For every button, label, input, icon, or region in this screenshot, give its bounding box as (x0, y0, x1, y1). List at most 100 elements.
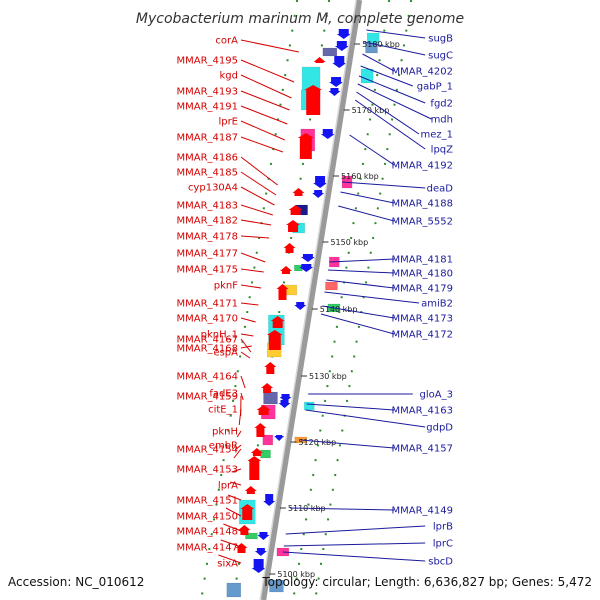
reverse-label-connector (329, 258, 395, 263)
reverse-gene-label: amiB2 (421, 299, 453, 310)
forward-gene-label: pknH_1 (201, 330, 238, 341)
forward-gene-label: espA (213, 348, 238, 359)
forward-label-connector (223, 523, 242, 532)
tick-label: 5180 kbp (362, 40, 400, 49)
reverse-gene-arrow (263, 494, 276, 506)
genome-backbone (259, 0, 363, 600)
reverse-label-connector (305, 409, 426, 428)
forward-label-connector (240, 204, 273, 216)
forward-gene-arrow (254, 423, 267, 437)
reverse-gene-arrow (329, 77, 344, 87)
reverse-label-connector (324, 291, 420, 304)
gene-feature-block (269, 579, 284, 593)
forward-label-connector (220, 539, 242, 548)
forward-label-connector (240, 333, 254, 337)
reverse-gene-label: MMAR_4173 (392, 314, 454, 325)
reverse-gene-arrow (336, 29, 351, 39)
summary-text: Topology: circular; Length: 6,636,827 bp… (261, 575, 592, 589)
forward-gene-label: MMAR_4195 (177, 56, 239, 67)
reverse-gene-label: deaD (427, 184, 454, 195)
forward-gene-label: MMAR_4153 (177, 465, 239, 476)
reverse-gene-arrow (328, 88, 341, 96)
reverse-gene-label: MMAR_4181 (392, 255, 454, 266)
forward-gene-label: MMAR_4182 (177, 216, 239, 227)
forward-label-connector (240, 345, 252, 349)
reverse-gene-arrow (279, 394, 292, 402)
forward-gene-label: pknH (212, 427, 238, 438)
gene-feature-block (322, 47, 338, 57)
forward-gene-label: fadE3 (209, 389, 238, 400)
gene-feature-block (325, 281, 338, 291)
reverse-gene-label: lprB (433, 522, 453, 533)
forward-gene-label: embR (209, 441, 238, 452)
forward-label-connector (233, 448, 242, 459)
forward-gene-label: MMAR_4178 (177, 232, 239, 243)
reverse-label-connector (340, 191, 395, 204)
forward-gene-label: MMAR_4177 (177, 249, 239, 260)
forward-label-connector (240, 74, 292, 99)
accession-text: Accession: NC_010612 (8, 575, 144, 589)
reverse-gene-arrow (257, 532, 270, 540)
forward-label-connector (238, 408, 242, 426)
reverse-gene-label: MMAR_4163 (392, 406, 454, 417)
gene-feature-block (360, 68, 374, 84)
reverse-gene-label: sugB (428, 34, 453, 45)
tick-label: 5140 kbp (320, 305, 358, 314)
reverse-gene-label: lpqZ (431, 145, 453, 156)
reverse-label-connector (349, 134, 395, 166)
forward-gene-arrow (313, 57, 326, 63)
forward-gene-arrow (261, 383, 274, 393)
reverse-gene-arrow (320, 129, 335, 139)
forward-label-connector (240, 59, 295, 83)
reverse-label-connector (356, 91, 420, 135)
gene-feature-block (303, 401, 315, 411)
forward-gene-label: corA (215, 36, 238, 47)
reverse-gene-label: MMAR_5552 (392, 217, 454, 228)
reverse-gene-arrow (254, 548, 267, 556)
forward-gene-arrow (280, 266, 292, 274)
reverse-gene-label: sbcD (428, 557, 453, 568)
forward-label-connector (240, 219, 272, 226)
tick-label: 5100 kbp (277, 570, 315, 579)
reverse-label-connector (282, 551, 426, 562)
reverse-label-connector (360, 65, 413, 87)
forward-gene-label: MMAR_4186 (177, 153, 239, 164)
gene-feature-block (262, 434, 274, 446)
forward-gene-label: MMAR_4170 (177, 314, 239, 325)
forward-label-connector (236, 430, 242, 438)
forward-label-connector (240, 39, 299, 53)
forward-gene-label: MMAR_4154 (177, 445, 239, 456)
forward-label-connector (240, 302, 259, 306)
reverse-gene-arrow (274, 435, 285, 441)
reverse-label-connector (342, 181, 426, 189)
forward-gene-label: MMAR_4148 (177, 527, 239, 538)
forward-gene-label: MMAR_4175 (177, 265, 239, 276)
reverse-label-connector (362, 53, 395, 72)
reverse-gene-label: MMAR_4179 (392, 284, 454, 295)
forward-gene-arrow (270, 316, 285, 328)
forward-label-connector (240, 268, 264, 273)
reverse-gene-label: MMAR_4149 (392, 506, 454, 517)
reverse-gene-label: lprC (433, 539, 453, 550)
reverse-label-connector (289, 507, 395, 511)
reverse-label-connector (338, 205, 395, 222)
tick-label: 5150 kbp (330, 238, 368, 247)
forward-gene-label: lprE (218, 117, 238, 128)
reverse-gene-label: gloA_3 (420, 390, 453, 401)
reverse-gene-label: gabP_1 (417, 82, 453, 93)
gene-feature-block (260, 449, 271, 459)
backbone-highlight (259, 0, 357, 600)
forward-label-connector (240, 105, 288, 125)
forward-label-connector (240, 252, 266, 263)
reverse-label-connector (366, 29, 426, 39)
reverse-gene-label: MMAR_4180 (392, 269, 454, 280)
forward-gene-label: pknF (214, 281, 238, 292)
reverse-gene-labels: sugB sugC MMAR_4202 gabP_1 fgd2 mdh mez_1 lpqZ M… (392, 34, 454, 568)
forward-gene-arrow (288, 205, 303, 215)
reverse-gene-arrow (278, 400, 291, 408)
forward-gene-label: citE_1 (208, 405, 238, 416)
forward-gene-label: MMAR_4187 (177, 133, 239, 144)
